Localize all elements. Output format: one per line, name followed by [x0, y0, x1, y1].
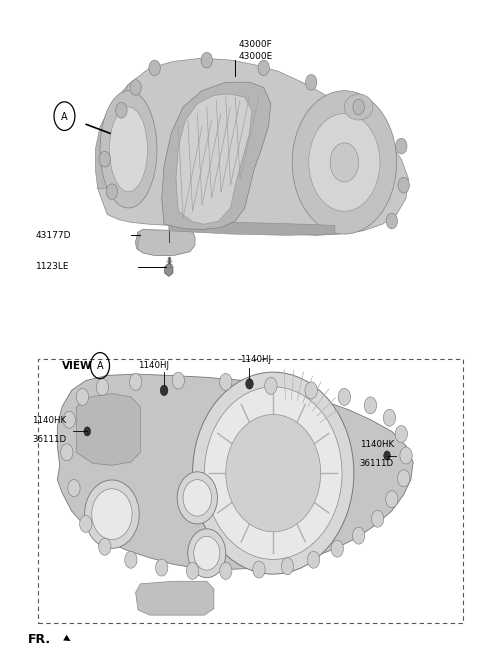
Ellipse shape	[188, 529, 226, 578]
Text: 43000F: 43000F	[239, 40, 272, 49]
Circle shape	[398, 177, 409, 193]
Circle shape	[201, 53, 213, 68]
Circle shape	[385, 491, 398, 508]
Ellipse shape	[84, 480, 139, 549]
Text: FR.: FR.	[27, 633, 50, 646]
Circle shape	[258, 60, 269, 76]
Polygon shape	[76, 394, 140, 465]
Circle shape	[96, 378, 108, 396]
Circle shape	[149, 60, 160, 76]
Circle shape	[331, 540, 343, 557]
Text: 1140HK: 1140HK	[32, 416, 66, 425]
Polygon shape	[176, 94, 252, 224]
Circle shape	[130, 79, 141, 95]
Circle shape	[68, 480, 80, 497]
Polygon shape	[136, 232, 140, 250]
Circle shape	[305, 74, 317, 90]
Ellipse shape	[204, 387, 342, 560]
Circle shape	[60, 444, 73, 461]
Ellipse shape	[192, 372, 354, 574]
Circle shape	[98, 538, 111, 555]
Text: 36111D: 36111D	[32, 436, 66, 444]
Circle shape	[281, 558, 294, 575]
Circle shape	[84, 427, 91, 436]
Circle shape	[352, 527, 365, 544]
Circle shape	[99, 151, 110, 167]
Polygon shape	[97, 58, 408, 235]
Polygon shape	[165, 263, 173, 277]
Circle shape	[395, 426, 408, 443]
Text: A: A	[97, 361, 103, 371]
Ellipse shape	[100, 91, 157, 208]
Circle shape	[246, 378, 253, 389]
Circle shape	[156, 559, 168, 576]
Circle shape	[76, 388, 89, 405]
Polygon shape	[162, 82, 271, 229]
Circle shape	[80, 516, 92, 532]
Circle shape	[307, 551, 320, 568]
Ellipse shape	[109, 107, 147, 192]
Circle shape	[372, 510, 384, 527]
Polygon shape	[136, 581, 214, 615]
Circle shape	[63, 411, 75, 428]
Circle shape	[353, 99, 364, 115]
Text: 43177D: 43177D	[36, 231, 72, 240]
Ellipse shape	[92, 489, 132, 539]
Circle shape	[264, 377, 277, 394]
Text: 1140HK: 1140HK	[360, 440, 394, 449]
Text: 1140HJ: 1140HJ	[240, 355, 271, 365]
Circle shape	[397, 470, 410, 487]
Ellipse shape	[194, 536, 220, 570]
Text: VIEW: VIEW	[62, 361, 93, 371]
Circle shape	[130, 373, 142, 390]
Text: 36111D: 36111D	[360, 459, 394, 468]
Circle shape	[400, 447, 412, 464]
Circle shape	[116, 102, 127, 118]
Text: 1123LE: 1123LE	[36, 262, 70, 271]
Circle shape	[384, 409, 396, 426]
Circle shape	[186, 562, 199, 579]
Ellipse shape	[330, 143, 359, 182]
Polygon shape	[57, 374, 413, 570]
Circle shape	[386, 213, 397, 229]
Circle shape	[160, 385, 168, 396]
Circle shape	[219, 562, 232, 579]
Text: 1140HJ: 1140HJ	[138, 361, 169, 369]
Ellipse shape	[292, 91, 396, 234]
Ellipse shape	[183, 480, 212, 516]
Ellipse shape	[226, 415, 321, 532]
Circle shape	[106, 184, 118, 200]
Circle shape	[338, 388, 350, 405]
Circle shape	[253, 561, 265, 578]
Text: A: A	[61, 112, 68, 122]
Ellipse shape	[177, 472, 217, 524]
Text: 43000E: 43000E	[239, 52, 273, 60]
Circle shape	[125, 551, 137, 568]
Circle shape	[172, 372, 184, 389]
Circle shape	[384, 451, 390, 460]
Polygon shape	[169, 221, 335, 235]
Circle shape	[396, 138, 407, 154]
Polygon shape	[96, 84, 129, 189]
Circle shape	[305, 382, 317, 399]
Circle shape	[364, 397, 377, 414]
Polygon shape	[136, 229, 195, 256]
Circle shape	[219, 373, 232, 390]
Ellipse shape	[309, 114, 380, 212]
Ellipse shape	[344, 94, 373, 120]
